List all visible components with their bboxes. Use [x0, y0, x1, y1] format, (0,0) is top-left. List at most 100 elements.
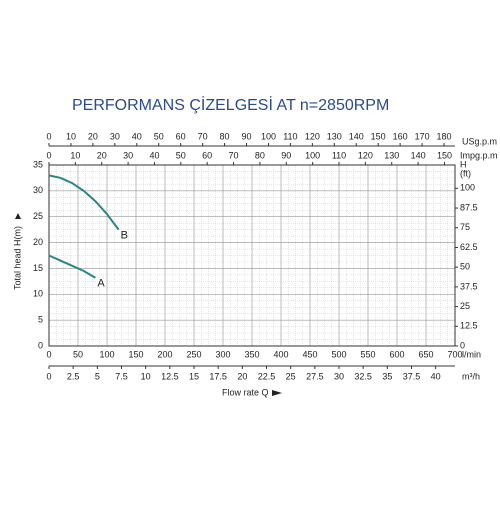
ft-tick-label: 87.5 [460, 202, 478, 212]
x-tick-label: 450 [302, 349, 317, 359]
tick-label: 7.5 [115, 371, 128, 381]
tick-label: 20 [97, 150, 107, 160]
m3h-unit: m³/h [462, 371, 480, 381]
y-tick-label: 25 [33, 211, 43, 221]
x-tick-label: 700 [447, 349, 462, 359]
tick-label: 110 [283, 131, 297, 141]
x-axis-label: Flow rate Q [222, 387, 269, 397]
x-tick-label: 650 [418, 349, 433, 359]
x-tick-label: 150 [128, 349, 143, 359]
tick-label: 40 [132, 131, 142, 141]
x-tick-label: 550 [360, 349, 375, 359]
tick-label: 2.5 [67, 371, 80, 381]
ft-tick-label: 100 [460, 183, 475, 193]
tick-label: 22.5 [258, 371, 276, 381]
tick-label: 30 [110, 131, 120, 141]
tick-label: 90 [242, 131, 252, 141]
tick-label: 80 [220, 131, 230, 141]
tick-label: 10 [66, 131, 76, 141]
tick-label: 0 [46, 371, 51, 381]
tick-label: 32.5 [354, 371, 372, 381]
tick-label: 30 [123, 150, 133, 160]
x-tick-label: 0 [46, 349, 51, 359]
x-tick-label: 500 [331, 349, 346, 359]
ft-tick-label: 25 [460, 301, 470, 311]
x-tick-label: 300 [215, 349, 230, 359]
ft-unit: (ft) [460, 168, 471, 178]
y-arrow [15, 213, 21, 219]
x-tick-label: 400 [273, 349, 288, 359]
tick-label: 60 [202, 150, 212, 160]
y-tick-label: 30 [33, 185, 43, 195]
tick-label: 70 [198, 131, 208, 141]
chart-title: PERFORMANS ÇİZELGESİ AT n=2850RPM [72, 95, 389, 114]
x-tick-label: 350 [244, 349, 259, 359]
curve-label: B [121, 230, 128, 242]
tick-label: 140 [411, 150, 426, 160]
tick-label: 0 [46, 131, 51, 141]
x-tick-label: 100 [99, 349, 114, 359]
y-tick-label: 35 [33, 159, 43, 169]
tick-label: 150 [371, 131, 386, 141]
tick-label: 15 [189, 371, 199, 381]
tick-label: 10 [141, 371, 151, 381]
tick-label: 120 [358, 150, 373, 160]
tick-label: 40 [149, 150, 159, 160]
usgpm-unit: USg.p.m [462, 136, 497, 146]
x-arrow [272, 390, 282, 396]
ft-tick-label: 12.5 [460, 321, 478, 331]
x-tick-label: 600 [389, 349, 404, 359]
y-axis-label: Total head H(m) [12, 226, 22, 290]
tick-label: 160 [393, 131, 408, 141]
tick-label: 10 [70, 150, 80, 160]
tick-label: 17.5 [209, 371, 227, 381]
tick-label: 5 [95, 371, 100, 381]
ft-unit: H [460, 159, 467, 169]
y-tick-label: 10 [33, 289, 43, 299]
tick-label: 130 [384, 150, 399, 160]
tick-label: 50 [154, 131, 164, 141]
tick-label: 100 [261, 131, 276, 141]
tick-label: 25 [286, 371, 296, 381]
y-tick-label: 20 [33, 237, 43, 247]
ft-tick-label: 37.5 [460, 281, 478, 291]
tick-label: 60 [176, 131, 186, 141]
y-tick-label: 15 [33, 263, 43, 273]
tick-label: 120 [305, 131, 320, 141]
tick-label: 37.5 [403, 371, 421, 381]
tick-label: 70 [229, 150, 239, 160]
x-unit: l/min [462, 349, 481, 359]
tick-label: 100 [305, 150, 320, 160]
tick-label: 90 [281, 150, 291, 160]
tick-label: 35 [382, 371, 392, 381]
ft-tick-label: 62.5 [460, 242, 478, 252]
tick-label: 0 [46, 150, 51, 160]
tick-label: 20 [237, 371, 247, 381]
curve [48, 174, 120, 231]
curve [48, 254, 96, 279]
ft-tick-label: 0 [460, 340, 465, 350]
ft-tick-label: 75 [460, 222, 470, 232]
tick-label: 110 [332, 150, 346, 160]
tick-label: 50 [176, 150, 186, 160]
tick-label: 12.5 [161, 371, 179, 381]
x-tick-label: 250 [186, 349, 201, 359]
tick-label: 130 [327, 131, 342, 141]
impgpm-unit: Impg.p.m [460, 150, 498, 160]
tick-label: 170 [415, 131, 430, 141]
x-tick-label: 50 [73, 349, 83, 359]
y-tick-label: 0 [38, 340, 43, 350]
curve-label: A [97, 278, 105, 290]
tick-label: 150 [437, 150, 452, 160]
tick-label: 80 [255, 150, 265, 160]
tick-label: 20 [88, 131, 98, 141]
y-tick-label: 5 [38, 315, 43, 325]
x-tick-label: 200 [157, 349, 172, 359]
ft-tick-label: 50 [460, 262, 470, 272]
tick-label: 140 [349, 131, 364, 141]
tick-label: 40 [431, 371, 441, 381]
tick-label: 180 [437, 131, 452, 141]
tick-label: 27.5 [306, 371, 324, 381]
tick-label: 30 [334, 371, 344, 381]
